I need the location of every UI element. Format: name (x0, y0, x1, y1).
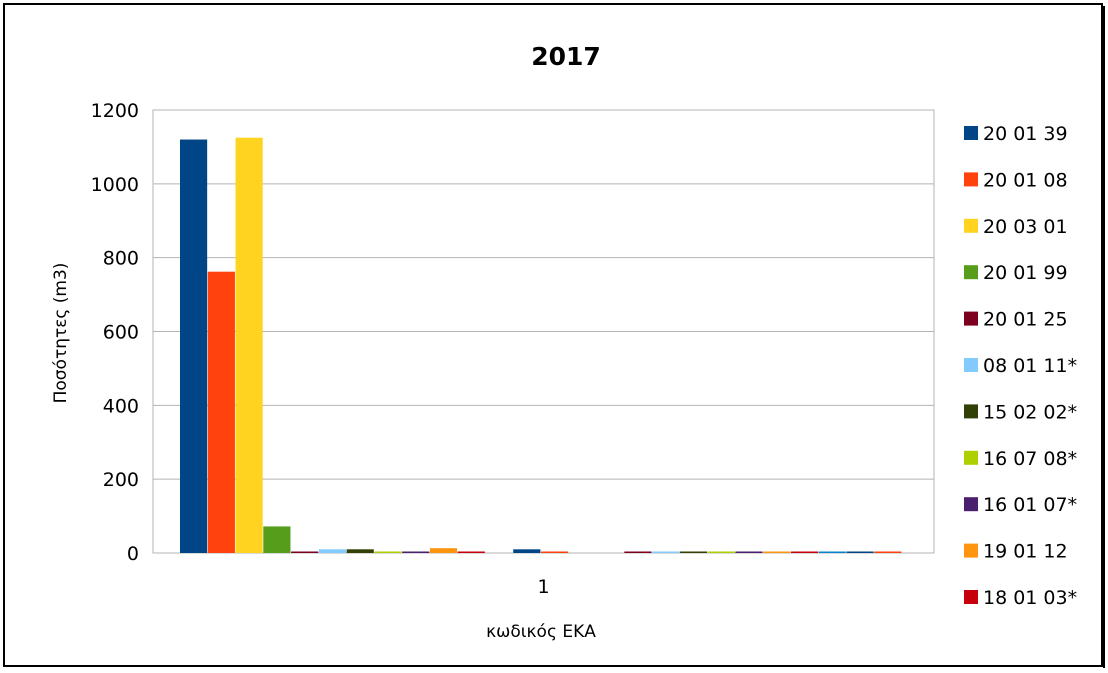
legend-swatch (964, 311, 978, 326)
legend-swatch (964, 218, 978, 233)
bar (235, 137, 263, 553)
legend-label: 20 01 39 (983, 123, 1068, 145)
bar (318, 549, 347, 553)
y-tick-label: 1000 (91, 174, 139, 196)
legend-label: 19 01 12 (983, 541, 1068, 563)
legend: 20 01 39 20 01 08 20 03 01 20 01 99 20 01 25… (964, 123, 1077, 609)
legend-label: 18 01 03* (983, 587, 1077, 609)
bar (652, 551, 680, 553)
legend-swatch (964, 450, 978, 465)
legend-swatch (964, 172, 978, 187)
bar (180, 139, 208, 554)
y-tick-labels: 0 200 400 600 800 1000 1200 (91, 100, 139, 565)
bar (624, 551, 652, 553)
legend-label: 16 07 08* (983, 448, 1077, 470)
y-tick-label: 400 (103, 395, 139, 417)
legend-swatch (964, 358, 978, 372)
legend-label: 20 01 08 (983, 169, 1068, 191)
bar (374, 551, 402, 553)
legend-label: 16 01 07* (983, 494, 1077, 516)
bar (735, 551, 763, 553)
bar (207, 271, 235, 553)
bar (402, 551, 430, 553)
bar (846, 551, 874, 553)
bar (263, 526, 291, 553)
y-axis-label: Ποσότητες (m3) (51, 263, 71, 404)
x-tick-label: 1 (537, 576, 549, 598)
x-axis-label: κωδικός ΕΚΑ (486, 622, 596, 642)
bars (180, 137, 902, 554)
y-tick-label: 1200 (91, 100, 139, 122)
legend-swatch (964, 497, 978, 512)
legend-swatch (964, 590, 978, 604)
legend-label: 20 01 25 (983, 309, 1068, 331)
chart-border (3, 3, 1103, 667)
legend-label: 20 01 99 (983, 262, 1068, 284)
y-tick-label: 200 (103, 469, 139, 491)
bar (291, 551, 319, 553)
legend-swatch (964, 126, 978, 140)
x-tick-labels: 1 (537, 576, 549, 598)
bar (818, 551, 846, 553)
bar (679, 551, 708, 553)
bar (763, 551, 791, 553)
bar (513, 549, 541, 553)
bar (874, 551, 902, 553)
legend-label: 20 03 01 (983, 216, 1068, 238)
legend-swatch (964, 404, 978, 419)
bar (457, 551, 485, 553)
bar (790, 551, 819, 553)
bar (541, 551, 569, 553)
y-tick-label: 0 (127, 543, 139, 565)
legend-swatch (964, 543, 978, 558)
bar (429, 548, 458, 553)
y-tick-label: 800 (103, 248, 139, 270)
bar (707, 551, 735, 553)
legend-label: 08 01 11* (983, 355, 1077, 377)
legend-swatch (964, 265, 978, 280)
y-tick-label: 600 (103, 322, 139, 344)
chart-title: 2017 (531, 42, 601, 71)
legend-label: 15 02 02* (983, 401, 1077, 423)
bar (346, 549, 374, 553)
